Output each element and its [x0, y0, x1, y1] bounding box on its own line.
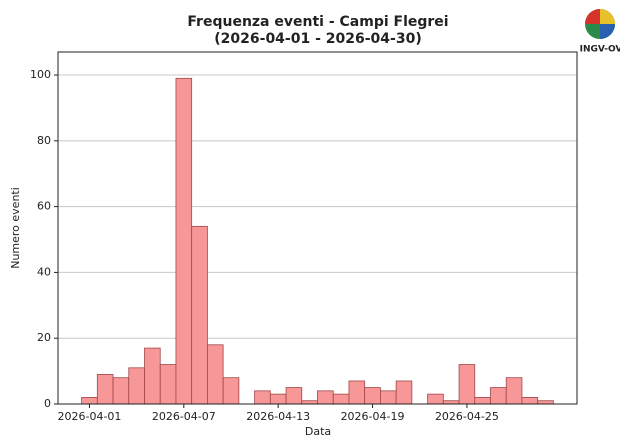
chart-title: Frequenza eventi - Campi Flegrei — [187, 14, 448, 30]
y-axis-label: Numero eventi — [9, 187, 22, 269]
bar — [521, 397, 539, 405]
bar — [458, 364, 476, 405]
bar — [159, 364, 177, 405]
bar — [474, 397, 491, 405]
bar — [81, 397, 98, 405]
bar — [96, 373, 114, 405]
bar — [222, 377, 240, 405]
bar — [285, 387, 303, 405]
bar — [490, 387, 507, 405]
logo-band — [582, 42, 620, 56]
bar — [207, 344, 224, 405]
y-tick-label: 40 — [37, 265, 51, 278]
bar — [317, 390, 334, 405]
y-tick-label: 20 — [37, 331, 51, 344]
y-tick-label: 100 — [30, 68, 51, 81]
x-tick-label: 2026-04-25 — [435, 410, 499, 423]
logo-segment — [600, 24, 615, 39]
x-tick-label: 2026-04-13 — [246, 410, 310, 423]
bar — [254, 390, 271, 405]
y-tick-label: 60 — [37, 200, 51, 213]
x-tick-label: 2026-04-19 — [341, 410, 405, 423]
bar — [395, 380, 413, 405]
logo: INGV-OV — [580, 9, 620, 56]
y-tick-label: 0 — [44, 397, 51, 410]
chart-subtitle: (2026-04-01 - 2026-04-30) — [214, 31, 421, 47]
bar — [427, 393, 444, 405]
logo-text: INGV-OV — [580, 45, 620, 55]
plot-frame — [57, 51, 578, 405]
bar — [112, 377, 130, 405]
x-tick-label: 2026-04-07 — [152, 410, 216, 423]
y-tick-label: 80 — [37, 134, 51, 147]
bar — [144, 347, 161, 405]
logo-segment — [585, 9, 600, 24]
logo-segment — [600, 9, 615, 24]
bar — [332, 393, 350, 405]
x-axis-label: Data — [305, 425, 331, 438]
bar — [191, 225, 208, 405]
x-tick-label: 2026-04-01 — [57, 410, 121, 423]
bar — [348, 380, 366, 405]
bar — [269, 393, 287, 405]
bar — [364, 387, 381, 405]
bar — [380, 390, 397, 405]
bar — [128, 367, 145, 405]
bar — [175, 77, 193, 405]
bar — [505, 377, 523, 405]
